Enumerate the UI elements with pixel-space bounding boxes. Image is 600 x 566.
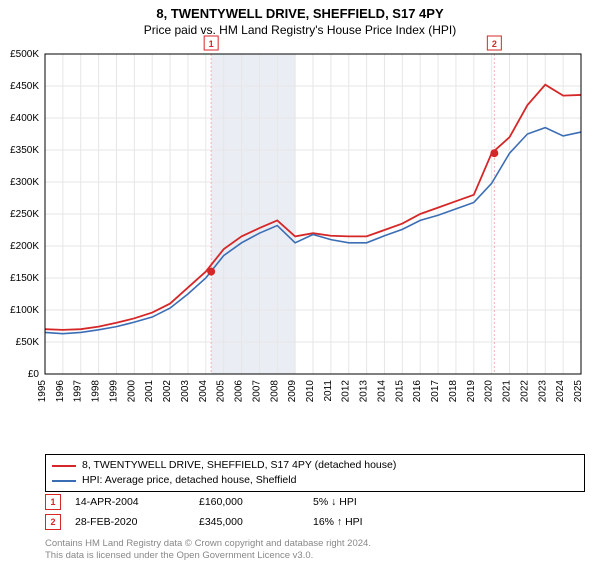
svg-text:2021: 2021 xyxy=(502,380,513,403)
sale-row: 2 28-FEB-2020 £345,000 16% ↑ HPI xyxy=(45,514,585,530)
sale-marker-icon: 2 xyxy=(45,514,61,530)
svg-text:2019: 2019 xyxy=(466,380,477,403)
svg-text:£250K: £250K xyxy=(10,209,39,220)
legend: 8, TWENTYWELL DRIVE, SHEFFIELD, S17 4PY … xyxy=(45,454,585,492)
svg-text:1996: 1996 xyxy=(55,380,66,403)
svg-text:2007: 2007 xyxy=(251,380,262,403)
svg-text:2005: 2005 xyxy=(216,380,227,403)
svg-text:2008: 2008 xyxy=(269,380,280,403)
sale-marker-icon: 1 xyxy=(45,494,61,510)
sale-date: 28-FEB-2020 xyxy=(75,516,185,528)
svg-text:2012: 2012 xyxy=(341,380,352,403)
svg-text:2022: 2022 xyxy=(519,380,530,403)
page-subtitle: Price paid vs. HM Land Registry's House … xyxy=(0,23,600,37)
sale-price: £345,000 xyxy=(199,516,299,528)
svg-text:1997: 1997 xyxy=(73,380,84,403)
credits-line: This data is licensed under the Open Gov… xyxy=(45,550,371,562)
svg-text:2015: 2015 xyxy=(394,380,405,403)
sale-price: £160,000 xyxy=(199,496,299,508)
svg-text:2014: 2014 xyxy=(376,380,387,403)
sale-row: 1 14-APR-2004 £160,000 5% ↓ HPI xyxy=(45,494,585,510)
legend-swatch xyxy=(52,480,76,482)
price-chart: 1219951996199719981999200020012002200320… xyxy=(45,54,585,414)
svg-text:£50K: £50K xyxy=(16,337,40,348)
sale-delta: 5% ↓ HPI xyxy=(313,496,357,508)
svg-text:2018: 2018 xyxy=(448,380,459,403)
svg-text:2000: 2000 xyxy=(126,380,137,403)
svg-text:£400K: £400K xyxy=(10,113,39,124)
svg-text:2003: 2003 xyxy=(180,380,191,403)
svg-text:2023: 2023 xyxy=(537,380,548,403)
sale-date: 14-APR-2004 xyxy=(75,496,185,508)
page-title: 8, TWENTYWELL DRIVE, SHEFFIELD, S17 4PY xyxy=(0,6,600,21)
svg-text:£0: £0 xyxy=(28,369,40,380)
svg-text:2: 2 xyxy=(492,39,497,49)
svg-text:2006: 2006 xyxy=(234,380,245,403)
svg-text:2025: 2025 xyxy=(573,380,584,403)
legend-label: HPI: Average price, detached house, Shef… xyxy=(82,473,296,488)
svg-text:£150K: £150K xyxy=(10,273,39,284)
svg-text:£500K: £500K xyxy=(10,49,39,60)
svg-text:1999: 1999 xyxy=(108,380,119,403)
svg-text:£200K: £200K xyxy=(10,241,39,252)
legend-swatch xyxy=(52,465,76,467)
svg-text:2017: 2017 xyxy=(430,380,441,403)
svg-text:2002: 2002 xyxy=(162,380,173,403)
svg-text:2016: 2016 xyxy=(412,380,423,403)
svg-text:2010: 2010 xyxy=(305,380,316,403)
svg-text:£300K: £300K xyxy=(10,177,39,188)
svg-text:1995: 1995 xyxy=(37,380,48,403)
credits-line: Contains HM Land Registry data © Crown c… xyxy=(45,538,371,550)
svg-text:2024: 2024 xyxy=(555,380,566,403)
svg-text:2001: 2001 xyxy=(144,380,155,403)
svg-text:2020: 2020 xyxy=(484,380,495,403)
svg-text:2009: 2009 xyxy=(287,380,298,403)
credits: Contains HM Land Registry data © Crown c… xyxy=(45,538,371,562)
svg-text:2011: 2011 xyxy=(323,380,334,402)
svg-text:£100K: £100K xyxy=(10,305,39,316)
svg-text:1: 1 xyxy=(209,39,214,49)
sale-rows: 1 14-APR-2004 £160,000 5% ↓ HPI 2 28-FEB… xyxy=(45,494,585,534)
svg-text:£450K: £450K xyxy=(10,81,39,92)
svg-text:£350K: £350K xyxy=(10,145,39,156)
svg-text:2013: 2013 xyxy=(359,380,370,403)
svg-text:1998: 1998 xyxy=(91,380,102,403)
legend-label: 8, TWENTYWELL DRIVE, SHEFFIELD, S17 4PY … xyxy=(82,458,396,473)
sale-delta: 16% ↑ HPI xyxy=(313,516,363,528)
legend-item: HPI: Average price, detached house, Shef… xyxy=(52,473,578,488)
legend-item: 8, TWENTYWELL DRIVE, SHEFFIELD, S17 4PY … xyxy=(52,458,578,473)
svg-text:2004: 2004 xyxy=(198,380,209,403)
